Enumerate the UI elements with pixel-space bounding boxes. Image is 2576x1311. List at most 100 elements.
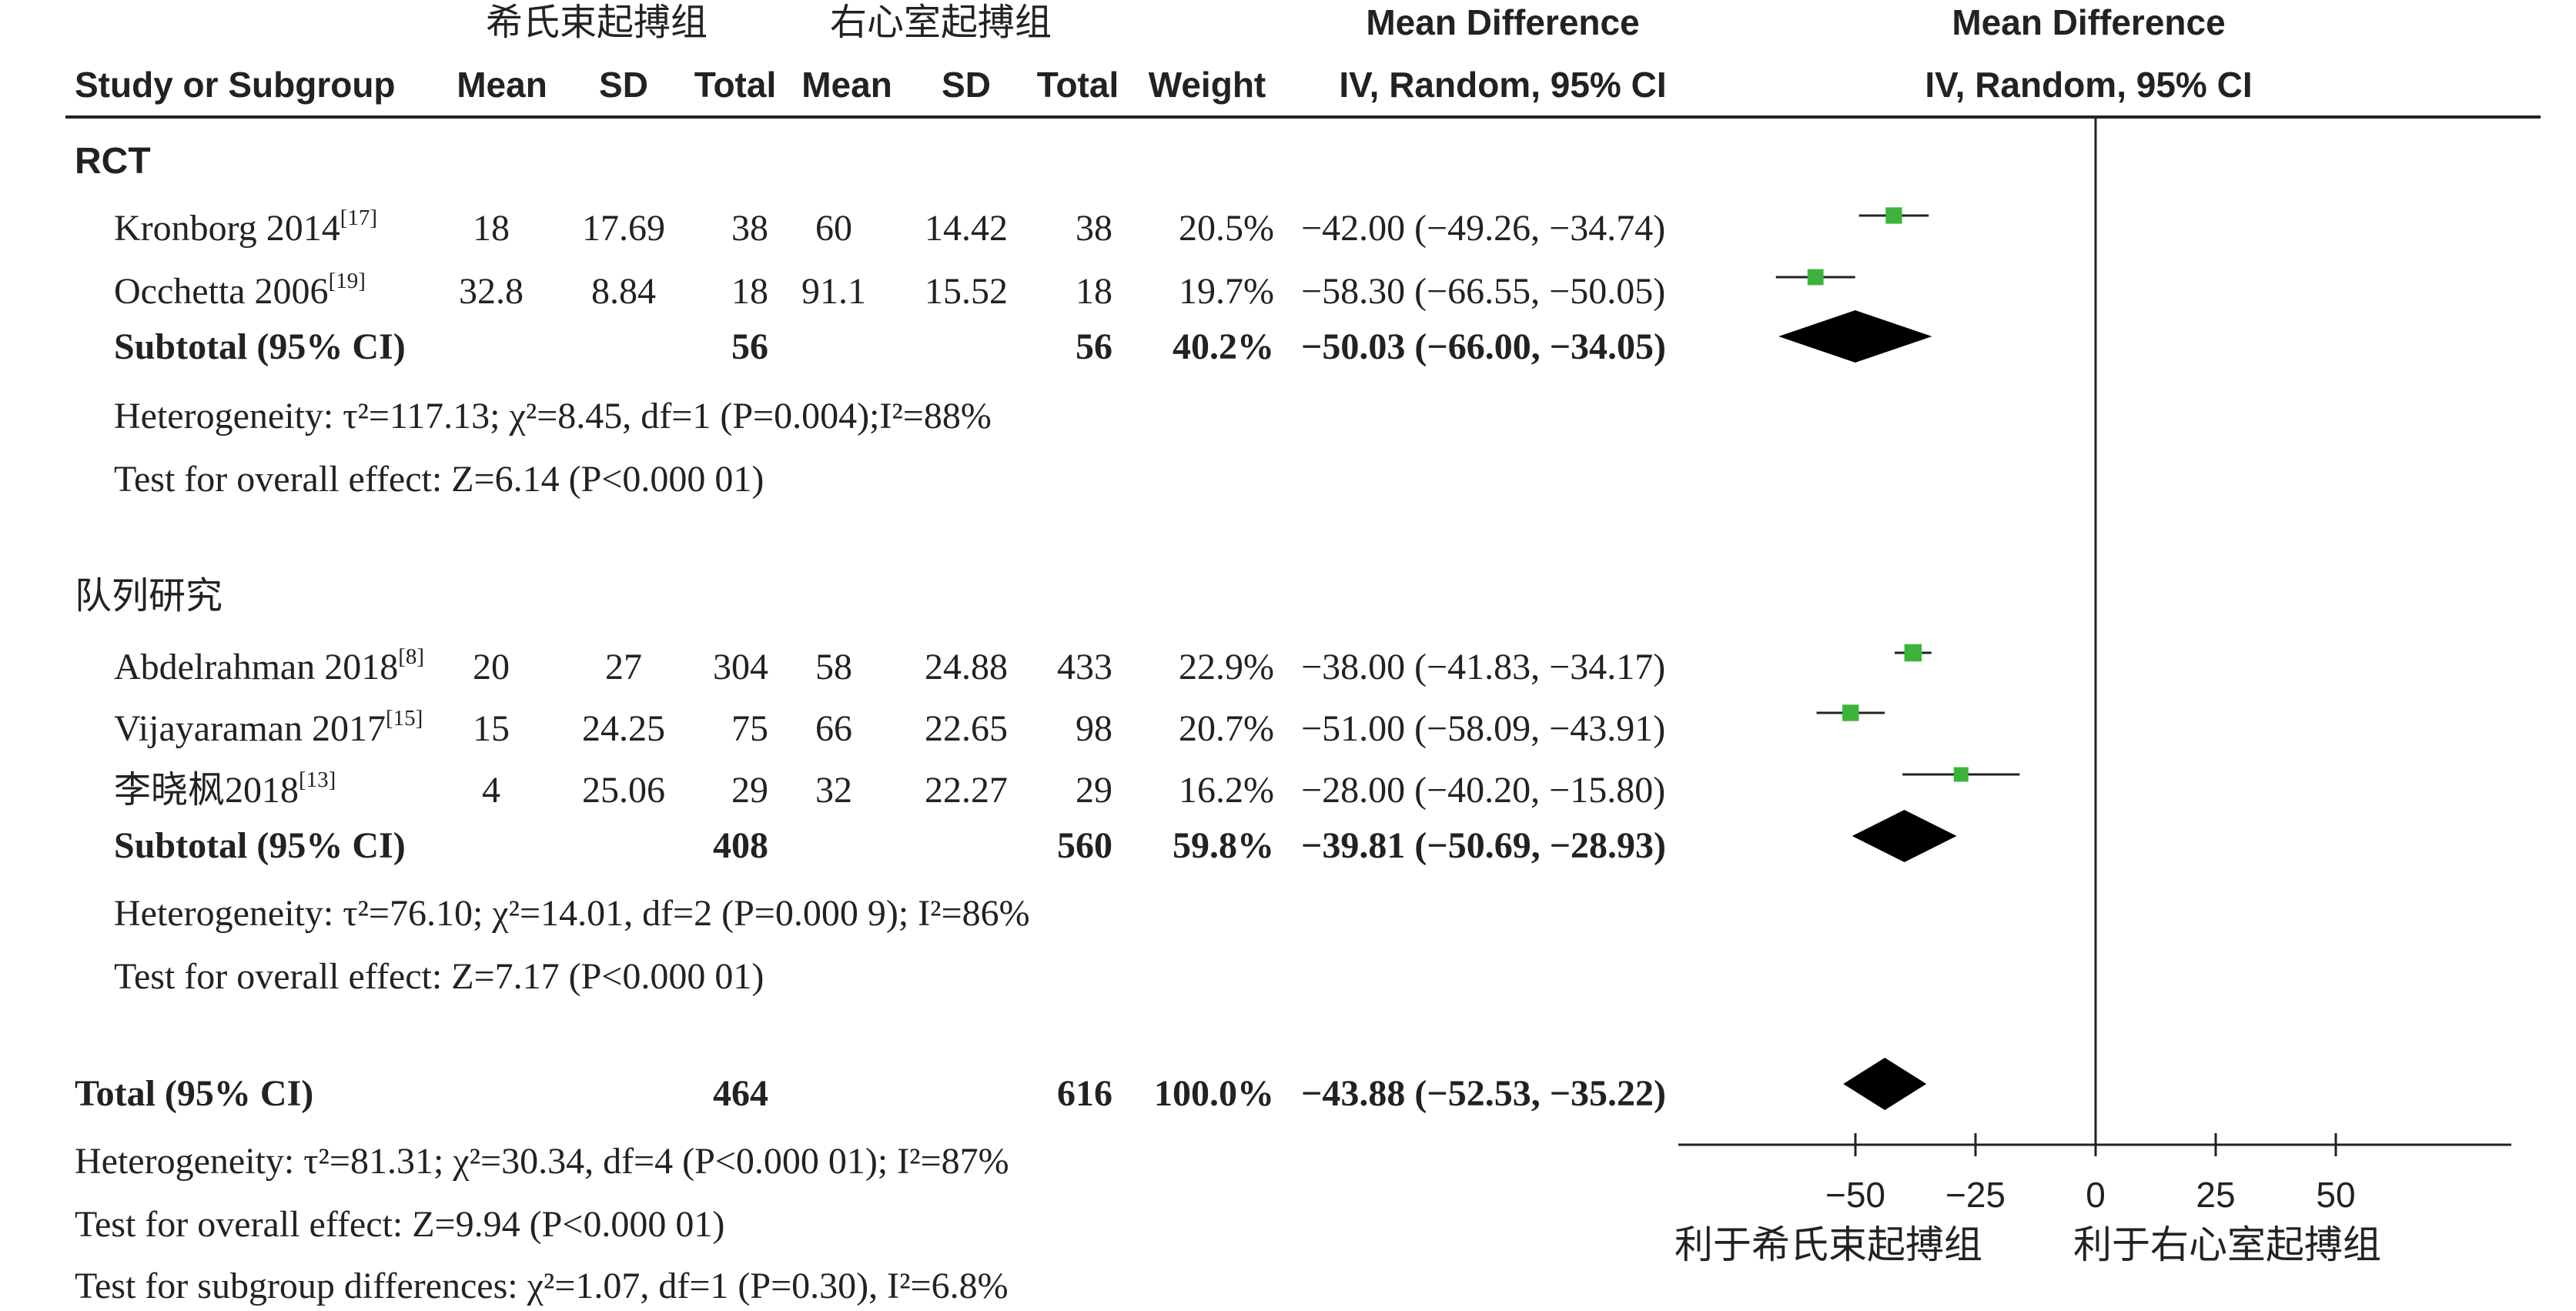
subgroup-title: 队列研究 [75, 576, 222, 617]
x-tick-label: 25 [2196, 1175, 2235, 1215]
total-label: Total (95% CI) [75, 1073, 313, 1114]
x-tick-label: 0 [2086, 1175, 2106, 1215]
mean1-cell: 4 [482, 770, 500, 811]
study-name: Kronborg 2014[17] [114, 206, 377, 249]
study-point [1953, 767, 1969, 782]
favours-left-label: 利于希氏束起搏组 [1674, 1223, 1982, 1266]
weight-cell: 16.2% [1179, 770, 1274, 811]
total-total2: 616 [1057, 1073, 1112, 1114]
study-row: Kronborg 2014[17] 18 17.69 38 60 14.42 3… [114, 206, 1665, 249]
sd2-cell: 14.42 [925, 208, 1008, 249]
sd1-cell: 27 [605, 647, 642, 687]
subtotal-row: Subtotal (95% CI) 408 560 59.8% −39.81 (… [114, 825, 1666, 866]
subgroup-rct: RCT Kronborg 2014[17] 18 17.69 38 60 14.… [75, 141, 1666, 500]
ci-cell: −28.00 (−40.20, −15.80) [1301, 770, 1665, 811]
total-heterogeneity-text: Heterogeneity: τ²=81.31; χ²=30.34, df=4 … [75, 1141, 1009, 1182]
subtotal-total1: 56 [731, 326, 768, 367]
table-header: 希氏束起搏组 右心室起搏组 Mean Difference IV, Random… [65, 2, 2541, 119]
pooled-diamond [1843, 1058, 1927, 1110]
sd1-header: SD [599, 65, 648, 105]
study-row: 李晓枫2018[13] 4 25.06 29 32 22.27 29 16.2%… [114, 768, 1665, 811]
sd1-cell: 17.69 [582, 208, 665, 249]
mean1-cell: 15 [473, 708, 510, 749]
pooled-diamond [1778, 310, 1932, 363]
heterogeneity-text: Heterogeneity: τ²=117.13; χ²=8.45, df=1 … [114, 396, 992, 436]
plot-header-sub: IV, Random, 95% CI [1925, 65, 2252, 105]
sd2-cell: 22.65 [925, 708, 1008, 749]
subtotal-total1: 408 [713, 825, 768, 866]
subtotal-total2: 560 [1057, 825, 1112, 866]
study-name-text: Kronborg 2014 [114, 208, 340, 249]
total-row: Total (95% CI) 464 616 100.0% −43.88 (−5… [75, 1073, 1666, 1114]
study-point [1904, 644, 1922, 662]
study-name: 李晓枫2018[13] [114, 768, 336, 811]
subtotal-total2: 56 [1076, 326, 1112, 367]
subgroup-title: RCT [75, 141, 151, 182]
total-total1: 464 [713, 1073, 768, 1114]
overall-effect-text: Test for overall effect: Z=6.14 (P<0.000… [114, 459, 764, 500]
total-overall-effect-text: Test for overall effect: Z=9.94 (P<0.000… [75, 1204, 724, 1245]
subgroup-cohort: 队列研究 Abdelrahman 2018[8] 20 27 304 58 24… [75, 576, 1666, 997]
mean1-cell: 18 [473, 208, 510, 249]
md-header-top: Mean Difference [1366, 2, 1639, 42]
study-name: Occhetta 2006[19] [114, 269, 366, 312]
total2-cell: 98 [1076, 708, 1112, 749]
study-name-text: 李晓枫2018 [114, 770, 299, 811]
md-header-sub: IV, Random, 95% CI [1339, 65, 1666, 105]
total1-cell: 38 [731, 208, 768, 249]
study-row: Vijayaraman 2017[15] 15 24.25 75 66 22.6… [114, 706, 1665, 749]
subtotal-label: Subtotal (95% CI) [114, 326, 406, 367]
weight-cell: 20.5% [1179, 208, 1274, 249]
study-ref: [13] [299, 768, 336, 792]
total1-cell: 18 [731, 271, 768, 312]
total-ci: −43.88 (−52.53, −35.22) [1301, 1073, 1666, 1114]
overall-effect-text: Test for overall effect: Z=7.17 (P<0.000… [114, 956, 764, 997]
subtotal-weight: 59.8% [1173, 825, 1274, 866]
total2-cell: 18 [1076, 271, 1112, 312]
weight-cell: 22.9% [1179, 647, 1274, 687]
heterogeneity-text: Heterogeneity: τ²=76.10; χ²=14.01, df=2 … [114, 893, 1030, 934]
study-point [1885, 207, 1902, 224]
total2-cell: 38 [1076, 208, 1112, 249]
subtotal-weight: 40.2% [1173, 326, 1274, 367]
subtotal-ci: −50.03 (−66.00, −34.05) [1301, 326, 1666, 367]
mean2-header: Mean [801, 65, 892, 105]
mean2-cell: 58 [815, 647, 852, 687]
plot-header-top: Mean Difference [1952, 2, 2225, 42]
total2-header: Total [1037, 65, 1119, 105]
sd1-cell: 25.06 [582, 770, 665, 811]
mean1-cell: 20 [473, 647, 510, 687]
total1-cell: 75 [731, 708, 768, 749]
subtotal-row: Subtotal (95% CI) 56 56 40.2% −50.03 (−6… [114, 326, 1666, 367]
sd2-cell: 15.52 [925, 271, 1008, 312]
ci-cell: −51.00 (−58.09, −43.91) [1301, 708, 1665, 749]
ci-cell: −38.00 (−41.83, −34.17) [1301, 647, 1665, 687]
study-name: Abdelrahman 2018[8] [114, 644, 424, 687]
study-row: Abdelrahman 2018[8] 20 27 304 58 24.88 4… [114, 644, 1665, 687]
study-ref: [15] [386, 706, 423, 731]
subtotal-label: Subtotal (95% CI) [114, 825, 406, 866]
group2-header: 右心室起搏组 [830, 2, 1052, 43]
ci-cell: −58.30 (−66.55, −50.05) [1301, 271, 1665, 312]
mean1-cell: 32.8 [459, 271, 524, 312]
study-name-text: Abdelrahman 2018 [114, 647, 398, 687]
sd1-cell: 8.84 [591, 271, 656, 312]
mean2-cell: 32 [815, 770, 852, 811]
study-header: Study or Subgroup [75, 65, 396, 105]
sd1-cell: 24.25 [582, 708, 665, 749]
study-row: Occhetta 2006[19] 32.8 8.84 18 91.1 15.5… [114, 269, 1665, 312]
x-tick-label: 50 [2316, 1175, 2355, 1215]
study-ref: [19] [329, 269, 366, 293]
sd2-cell: 24.88 [925, 647, 1008, 687]
study-point [1807, 269, 1824, 286]
mean2-cell: 60 [815, 208, 852, 249]
study-ref: [8] [398, 644, 424, 669]
mean1-header: Mean [457, 65, 547, 105]
group1-header: 希氏束起搏组 [486, 2, 708, 43]
total1-cell: 304 [713, 647, 768, 687]
total1-cell: 29 [731, 770, 768, 811]
weight-header: Weight [1149, 65, 1266, 105]
x-tick-label: −50 [1825, 1175, 1885, 1215]
mean2-cell: 91.1 [801, 271, 866, 312]
